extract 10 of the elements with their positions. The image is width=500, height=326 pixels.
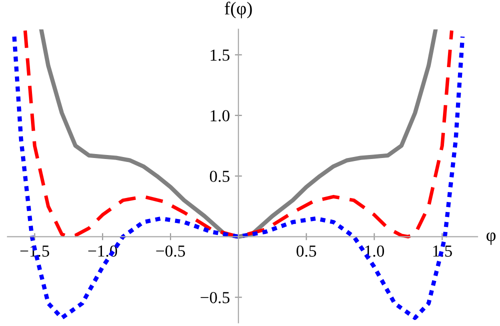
line-series xyxy=(12,34,465,320)
x-tick-label: 1.5 xyxy=(433,246,452,257)
y-tick-label: 1.0 xyxy=(210,110,230,122)
y-tick-label: 1.5 xyxy=(210,50,230,61)
x-tick-label: 0.5 xyxy=(296,245,316,257)
x-axis-title: φ xyxy=(486,232,496,245)
y-tick-label: −0.5 xyxy=(200,292,230,304)
x-tick-label: −0.5 xyxy=(156,245,185,257)
y-tick-label: 0.5 xyxy=(210,170,230,182)
y-axis-title: f(φ) xyxy=(224,2,252,18)
